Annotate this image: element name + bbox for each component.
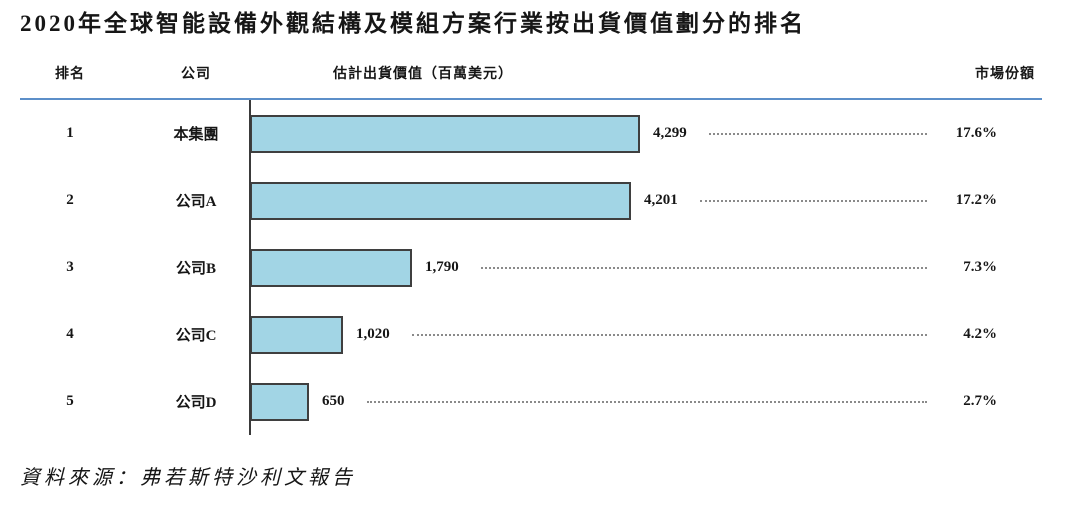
page-title: 2020年全球智能設備外觀結構及模組方案行業按出貨價值劃分的排名: [20, 11, 806, 36]
dotted-leader-line: [699, 199, 927, 202]
column-header-company: 公司: [181, 67, 211, 83]
rank-value: 3: [66, 259, 74, 276]
y-axis-line: [249, 100, 251, 436]
company-label: 公司A: [175, 194, 217, 211]
bar-value-label: 1,790: [425, 259, 459, 276]
table-row: 5 公司D 650 2.7%: [20, 368, 1042, 435]
column-header-value: 估計出貨價值（百萬美元）: [333, 67, 513, 83]
bar: [250, 248, 412, 287]
market-share-value: 17.6%: [955, 125, 997, 142]
market-share-value: 2.7%: [963, 393, 997, 410]
bar-cell: 650: [250, 368, 947, 435]
dotted-leader-line: [411, 333, 927, 336]
column-header-rank: 排名: [55, 67, 85, 83]
bar: [250, 181, 631, 220]
dotted-leader-line: [366, 400, 927, 403]
company-label: 公司B: [175, 261, 216, 278]
bar: [250, 315, 343, 354]
market-share-value: 17.2%: [955, 192, 997, 209]
chart-body: 1 本集團 4,299 17.6% 2 公司A 4,201 17.2%: [20, 100, 1042, 436]
source-note: 資料來源：弗若斯特沙利文報告: [20, 467, 356, 490]
dotted-leader-line: [708, 132, 927, 135]
rank-value: 1: [66, 125, 74, 142]
bar-value-label: 1,020: [356, 326, 390, 343]
company-label: 本集團: [173, 127, 219, 144]
market-share-value: 4.2%: [963, 326, 997, 343]
company-label: 公司D: [175, 395, 217, 412]
rank-value: 5: [66, 393, 74, 410]
market-share-value: 7.3%: [963, 259, 997, 276]
rank-value: 4: [66, 326, 74, 343]
bar-cell: 4,299: [250, 100, 947, 167]
page: 2020年全球智能設備外觀結構及模組方案行業按出貨價值劃分的排名 排名 公司 估…: [20, 11, 1042, 490]
bar-value-label: 650: [322, 393, 345, 410]
bar-cell: 4,201: [250, 167, 947, 234]
dotted-leader-line: [480, 266, 927, 269]
bar: [250, 382, 309, 421]
bar: [250, 114, 640, 153]
column-header-row: 排名 公司 估計出貨價值（百萬美元） 市場份額: [20, 63, 1042, 83]
bar-cell: 1,020: [250, 301, 947, 368]
header-divider-rule: [20, 98, 1042, 101]
company-label: 公司C: [175, 328, 217, 345]
bar-value-label: 4,299: [653, 125, 687, 142]
bar-cell: 1,790: [250, 234, 947, 301]
table-row: 4 公司C 1,020 4.2%: [20, 301, 1042, 368]
table-row: 3 公司B 1,790 7.3%: [20, 234, 1042, 301]
bar-value-label: 4,201: [644, 192, 678, 209]
table-row: 2 公司A 4,201 17.2%: [20, 167, 1042, 234]
table-row: 1 本集團 4,299 17.6%: [20, 100, 1042, 167]
column-header-share: 市場份額: [975, 67, 1035, 83]
ranking-bar-chart: 排名 公司 估計出貨價值（百萬美元） 市場份額 1 本集團 4,299 17.6…: [20, 63, 1042, 436]
rank-value: 2: [66, 192, 74, 209]
